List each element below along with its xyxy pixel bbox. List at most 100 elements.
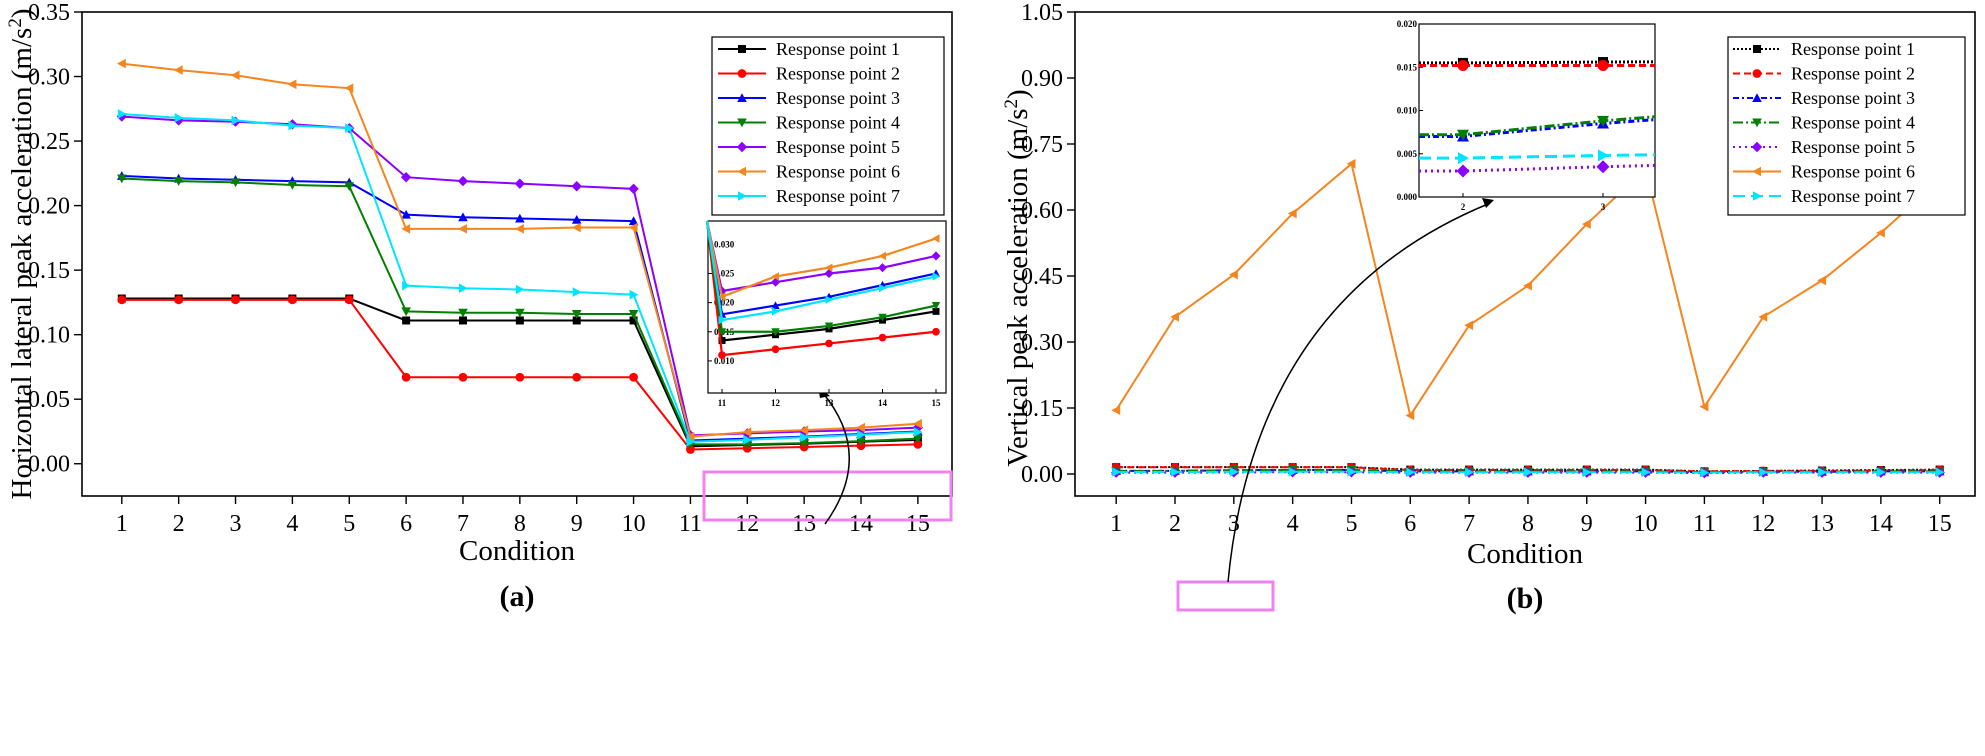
inset-data-point: [1596, 160, 1610, 174]
data-point: [231, 115, 241, 126]
legend-label: Response point 6: [1791, 162, 1915, 182]
legend-marker: [737, 69, 747, 78]
data-point: [1288, 467, 1298, 477]
inset-data-point: [824, 263, 833, 272]
data-point: [174, 113, 184, 123]
data-point: [230, 178, 241, 188]
y-axis-label-a: Horizontal lateral peak acceleration (m/…: [5, 9, 38, 500]
data-point: [1112, 467, 1121, 477]
data-point: [117, 295, 127, 305]
y-tick-label: 0.05: [28, 387, 70, 413]
x-tick-label: 7: [1463, 511, 1475, 537]
data-point: [800, 432, 809, 443]
data-point: [515, 372, 525, 382]
data-point: [174, 295, 184, 305]
data-point: [458, 316, 467, 325]
inset-data-point: [1598, 149, 1609, 162]
data-point: [230, 70, 240, 81]
data-point: [458, 212, 468, 222]
x-tick-label: 2: [1169, 511, 1181, 537]
x-tick-label: 8: [1522, 511, 1534, 537]
legend-label: Response point 4: [776, 113, 900, 133]
legend-marker: [1751, 141, 1763, 153]
y-tick-label: 0.90: [1021, 66, 1063, 92]
x-tick-label: 12: [735, 511, 759, 537]
data-point: [458, 308, 468, 318]
inset-data-point: [718, 351, 726, 359]
inset-data-point: [717, 292, 726, 301]
data-point: [515, 284, 525, 295]
x-tick-label: 6: [1404, 511, 1416, 537]
x-tick-label: 7: [457, 511, 469, 537]
inset-data-point: [1457, 60, 1469, 72]
inset-b: 2 3 0.000 0.005 0.010 0.015 0.020: [1397, 19, 1656, 212]
inset-data-point: [771, 345, 780, 354]
inset-x-tick-label: 14: [878, 398, 888, 408]
inset-data-point: [878, 333, 887, 342]
x-tick-label: 10: [1634, 511, 1658, 537]
data-point: [117, 174, 127, 184]
inset-series-line: [705, 220, 937, 333]
inset-data-point: [770, 277, 781, 287]
y-tick-label: 0.15: [28, 258, 70, 284]
data-point: [629, 316, 638, 325]
plot-frame-b: [1074, 11, 1976, 497]
legend-marker: [1752, 118, 1762, 128]
data-point: [1170, 312, 1179, 322]
inset-x-tick-label: 13: [825, 398, 835, 408]
y-tick-label: 0.00: [28, 452, 70, 478]
y-tick-label: 0.30: [28, 65, 70, 91]
legend-label: Response point 2: [776, 64, 900, 84]
data-point: [1229, 269, 1238, 280]
inset-y-tick-label: 0.020: [714, 298, 735, 308]
data-point: [117, 109, 127, 119]
data-point: [401, 209, 411, 219]
data-point: [231, 295, 240, 305]
data-point: [913, 439, 923, 449]
data-point: [913, 418, 922, 429]
x-tick-label: 13: [1810, 511, 1834, 537]
y-tick-label: 0.00: [1021, 462, 1063, 488]
data-point: [401, 372, 411, 382]
data-point: [287, 79, 297, 90]
inset-data-point: [771, 328, 780, 336]
x-tick-label: 13: [792, 511, 816, 537]
x-tick-label: 5: [343, 511, 355, 537]
data-point: [344, 295, 354, 305]
data-point: [1581, 219, 1591, 229]
x-tick-label: 6: [400, 511, 412, 537]
inset-data-point: [932, 307, 940, 315]
inset-data-point: [931, 302, 941, 310]
data-point: [1876, 467, 1886, 478]
inset-y-tick-label: 0.030: [714, 239, 735, 249]
data-point: [344, 182, 355, 192]
data-point: [572, 287, 582, 297]
inset-data-point: [1457, 129, 1469, 141]
x-tick-label: 1: [1110, 511, 1122, 537]
inset-data-point: [878, 251, 886, 261]
x-tick-label: 4: [1287, 511, 1299, 537]
inset-y-tick-label: 0.010: [1397, 106, 1418, 116]
inset-series-line: [1419, 60, 1656, 65]
inset-data-point: [878, 313, 887, 322]
legend-box-b: [1727, 36, 1966, 216]
inset-data-point: [717, 328, 727, 336]
data-point: [401, 307, 411, 317]
data-point: [402, 316, 411, 325]
data-point: [799, 439, 809, 448]
data-point: [515, 224, 524, 234]
inset-data-point: [932, 327, 940, 336]
data-point: [1759, 467, 1769, 478]
caption-b: (b): [1507, 582, 1544, 615]
data-point: [1523, 467, 1533, 478]
zoom-arrow-b: [1227, 203, 1489, 583]
inset-data-point: [771, 301, 780, 310]
data-point: [629, 372, 638, 382]
data-point: [287, 180, 298, 190]
inset-y-tick-label: 0.020: [1397, 19, 1418, 29]
legend-a: Response point 1 Response point 2 Response…: [711, 36, 945, 216]
legend-label: Response point 3: [776, 88, 900, 108]
x-tick-label: 10: [622, 511, 646, 537]
zoom-arrow-a: [821, 391, 850, 525]
inset-data-point: [825, 295, 834, 304]
